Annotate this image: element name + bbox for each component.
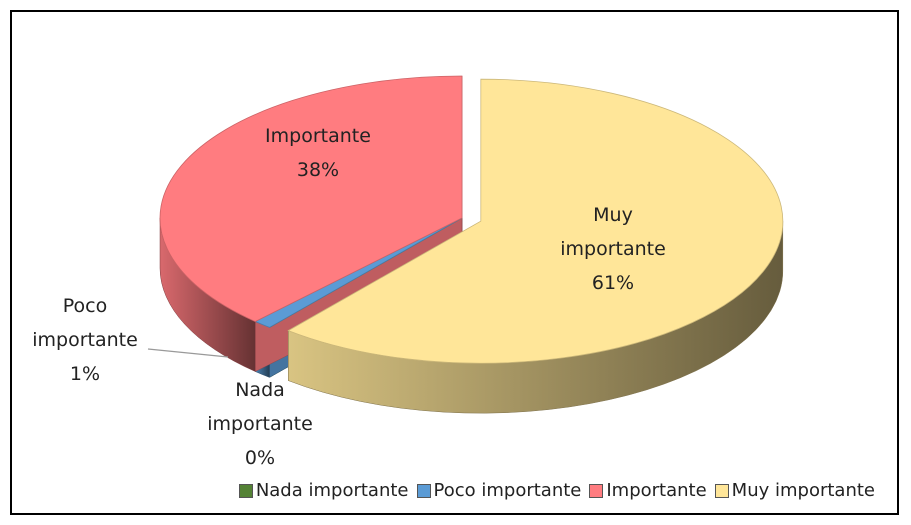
legend-swatch (589, 483, 604, 498)
legend-label: Nada importante (255, 480, 409, 501)
legend-swatch (416, 483, 431, 498)
legend-item: Muy importante (714, 480, 875, 501)
data-label: Muy importante 61% (553, 198, 673, 300)
data-label-name: Poco importante (32, 295, 138, 351)
legend-item: Nada importante (238, 480, 409, 501)
legend: Nada importante Poco importante Importante… (0, 480, 911, 501)
legend-swatch (238, 483, 253, 498)
slice (159, 75, 463, 322)
legend-label: Muy importante (731, 480, 875, 501)
data-label-value: 0% (244, 447, 276, 469)
slice (287, 78, 784, 364)
data-label: Nada importante 0% (185, 373, 335, 475)
legend-item: Importante (589, 480, 707, 501)
data-label-value: 61% (591, 272, 635, 294)
legend-item: Poco importante (416, 480, 582, 501)
legend-swatch (714, 483, 729, 498)
data-label-name: Importante (265, 125, 371, 147)
data-label-value: 1% (69, 363, 101, 385)
data-label-name: Nada importante (207, 379, 313, 435)
data-label: Importante 38% (218, 119, 418, 187)
legend-label: Importante (606, 480, 707, 501)
leader-line (147, 348, 229, 358)
data-label: Poco importante 1% (15, 289, 155, 391)
data-label-value: 38% (296, 159, 340, 181)
data-label-name: Muy importante (560, 204, 666, 260)
legend-label: Poco importante (433, 480, 582, 501)
